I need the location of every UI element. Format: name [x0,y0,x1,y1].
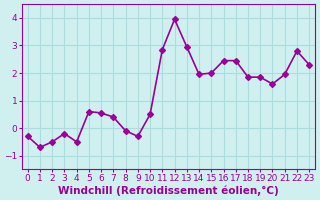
X-axis label: Windchill (Refroidissement éolien,°C): Windchill (Refroidissement éolien,°C) [58,185,279,196]
